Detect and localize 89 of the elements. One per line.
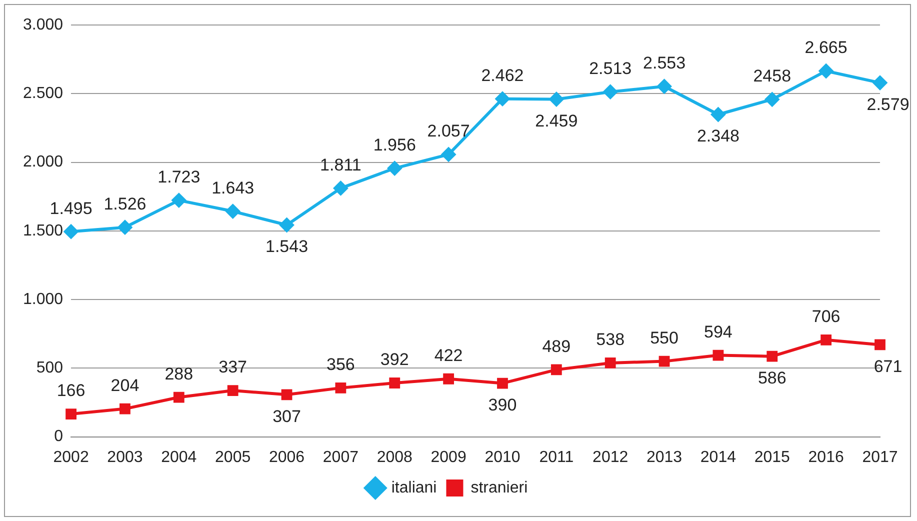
point	[820, 334, 832, 346]
x-tick-label: 2005	[215, 448, 251, 466]
y-tick-label: 2.000	[22, 154, 64, 171]
x-tick-label: 2004	[161, 448, 197, 466]
data-label: 1.643	[212, 178, 254, 198]
point	[548, 92, 564, 107]
point	[604, 358, 616, 368]
data-label: 550	[650, 328, 678, 348]
y-tick-label: 3.000	[22, 16, 64, 34]
x-tick-label: 2017	[862, 448, 898, 466]
point	[227, 385, 238, 396]
data-label: 594	[704, 322, 732, 342]
point	[874, 339, 886, 350]
data-label: 706	[812, 307, 840, 326]
point	[658, 356, 670, 367]
data-label: 586	[758, 368, 786, 388]
data-label: 2.057	[427, 122, 470, 141]
point	[494, 91, 510, 106]
point	[872, 75, 888, 90]
x-tick-label: 2011	[539, 448, 574, 466]
data-label: 1.723	[158, 167, 200, 186]
legend-label: stranieri	[470, 479, 528, 496]
x-tick-label: 2015	[754, 448, 790, 466]
data-label: 337	[218, 358, 248, 377]
point	[225, 204, 240, 219]
data-label: 2.579	[866, 94, 910, 114]
x-tick-label: 2006	[268, 448, 305, 466]
x-tick-label: 2012	[592, 448, 628, 466]
data-label: 2.553	[643, 54, 686, 73]
point	[764, 92, 780, 107]
data-label: 307	[272, 406, 301, 426]
data-label: 1.495	[50, 198, 92, 218]
x-tick-label: 2003	[107, 448, 143, 466]
point	[173, 392, 184, 403]
data-label: 2.348	[696, 126, 740, 146]
x-tick-label: 2007	[322, 448, 359, 466]
point	[710, 107, 726, 122]
x-tick-label: 2014	[700, 448, 736, 466]
x-tick-label: 2013	[646, 448, 682, 466]
y-tick-label: 500	[36, 360, 64, 377]
point	[171, 192, 186, 208]
point	[497, 378, 508, 389]
point	[279, 218, 294, 232]
data-label: 2458	[753, 66, 792, 86]
point	[550, 364, 562, 376]
point	[441, 146, 456, 162]
point	[602, 84, 618, 100]
x-tick-label: 2008	[376, 448, 413, 466]
x-tick-label: 2010	[484, 448, 520, 466]
data-label: 2.462	[481, 66, 524, 86]
y-tick-label: 1.000	[22, 290, 64, 308]
point	[766, 350, 778, 362]
data-label: 489	[542, 336, 571, 356]
point	[443, 373, 454, 384]
point	[333, 180, 348, 196]
x-tick-label: 2009	[430, 448, 466, 466]
data-label: 392	[380, 350, 409, 370]
point	[66, 408, 76, 420]
data-label: 1.543	[265, 237, 308, 256]
data-label: 204	[110, 376, 140, 395]
point	[818, 63, 834, 78]
legend-label: italiani	[391, 479, 437, 496]
data-label: 671	[874, 356, 902, 376]
data-label: 2.459	[535, 111, 578, 130]
y-tick-label: 0	[54, 428, 64, 446]
data-label: 166	[56, 381, 86, 400]
data-label: 1.811	[320, 155, 362, 174]
y-tick-label: 2.500	[22, 85, 64, 102]
point	[389, 378, 400, 388]
point	[656, 78, 672, 94]
data-label: 356	[326, 355, 355, 374]
data-label: 390	[488, 395, 517, 414]
data-label: 1.956	[373, 135, 416, 154]
point	[712, 350, 724, 361]
y-tick-label: 1.500	[22, 222, 64, 240]
x-tick-label: 2016	[808, 448, 844, 466]
point	[64, 224, 79, 240]
data-label: 2.513	[589, 59, 632, 78]
point	[117, 220, 132, 235]
data-label: 538	[596, 330, 625, 350]
point	[387, 160, 402, 176]
point	[335, 382, 346, 394]
x-tick-label: 2002	[53, 448, 89, 466]
data-label: 422	[434, 346, 463, 366]
point	[120, 403, 130, 414]
data-label: 2.665	[804, 38, 848, 58]
data-label: 288	[164, 364, 194, 384]
data-label: 1.526	[104, 194, 146, 214]
point	[281, 389, 292, 400]
